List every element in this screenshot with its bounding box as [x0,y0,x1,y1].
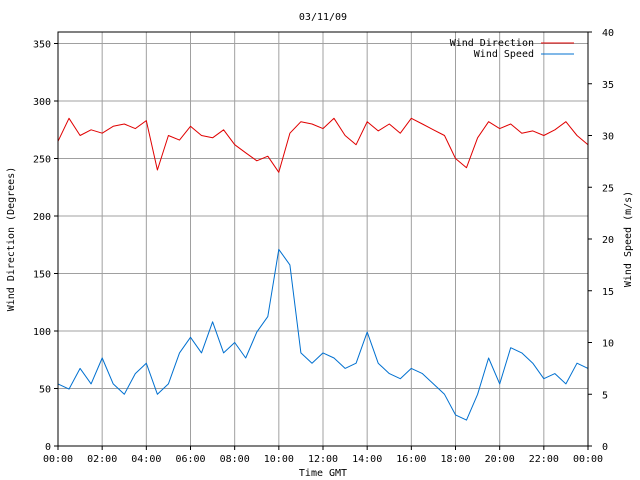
x-tick-label-6: 12:00 [308,454,338,465]
y-right-tick-label-0: 0 [602,442,608,453]
series-line-wind-speed [57,248,589,421]
y-left-tick-label-2: 100 [33,327,51,338]
x-tick-label-10: 20:00 [485,454,515,465]
x-tick-label-2: 04:00 [131,454,161,465]
y-left-tick-label-6: 300 [33,97,51,108]
grid [58,32,588,446]
y-right-tick-label-3: 15 [602,287,614,298]
y-axis-label-left: Wind Direction (Degrees) [6,167,17,312]
ticks: 00:00 02:00 04:00 06:00 08:00 10:00 12:00 14:00… [33,28,614,465]
y-axis-label-right: Wind Speed (m/s) [623,191,634,287]
y-right-tick-label-8: 40 [602,28,614,39]
y-left-tick-label-3: 150 [33,270,51,281]
series-layer [57,117,589,421]
x-tick-label-3: 06:00 [175,454,205,465]
x-tick-label-11: 22:00 [529,454,559,465]
y-right-tick-label-6: 30 [602,132,614,143]
y-right-tick-label-5: 25 [602,183,614,194]
legend-label-wind-direction: Wind Direction [450,38,534,49]
legend-label-wind-speed: Wind Speed [474,49,534,60]
x-tick-label-4: 08:00 [220,454,250,465]
x-tick-label-7: 14:00 [352,454,382,465]
series-line-wind-direction [57,117,589,173]
y-left-tick-label-4: 200 [33,212,51,223]
y-left-tick-label-5: 250 [33,155,51,166]
y-left-tick-label-0: 0 [45,442,51,453]
y-right-tick-label-7: 35 [602,80,614,91]
y-left-tick-label-1: 50 [39,385,51,396]
x-tick-label-5: 10:00 [264,454,294,465]
legend: Wind Direction Wind Speed [450,38,574,60]
x-tick-label-12: 00:00 [573,454,603,465]
x-axis-label: Time GMT [299,468,347,479]
x-tick-label-0: 00:00 [43,454,73,465]
y-right-tick-label-2: 10 [602,339,614,350]
x-tick-label-9: 18:00 [440,454,470,465]
y-left-tick-label-7: 350 [33,40,51,51]
y-right-tick-label-1: 5 [602,390,608,401]
x-tick-label-8: 16:00 [396,454,426,465]
chart-title: 03/11/09 [299,12,347,23]
x-tick-label-1: 02:00 [87,454,117,465]
y-right-tick-label-4: 20 [602,235,614,246]
